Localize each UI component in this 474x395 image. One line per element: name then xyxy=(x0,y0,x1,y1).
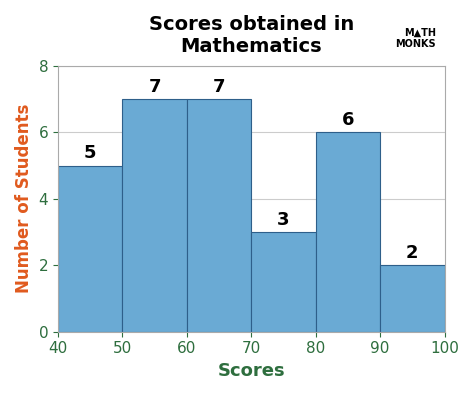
Title: Scores obtained in
Mathematics: Scores obtained in Mathematics xyxy=(149,15,354,56)
Bar xyxy=(380,265,445,332)
Text: 2: 2 xyxy=(406,244,419,262)
Bar xyxy=(251,232,316,332)
Bar xyxy=(316,132,380,332)
Text: 7: 7 xyxy=(213,78,225,96)
X-axis label: Scores: Scores xyxy=(218,362,285,380)
Text: 6: 6 xyxy=(342,111,354,129)
Bar xyxy=(58,166,122,332)
Bar xyxy=(122,99,187,332)
Bar xyxy=(187,99,251,332)
Text: M▲TH
MONKS: M▲TH MONKS xyxy=(395,28,436,49)
Text: 7: 7 xyxy=(148,78,161,96)
Text: 5: 5 xyxy=(84,144,97,162)
Text: 3: 3 xyxy=(277,211,290,229)
Y-axis label: Number of Students: Number of Students xyxy=(15,104,33,293)
